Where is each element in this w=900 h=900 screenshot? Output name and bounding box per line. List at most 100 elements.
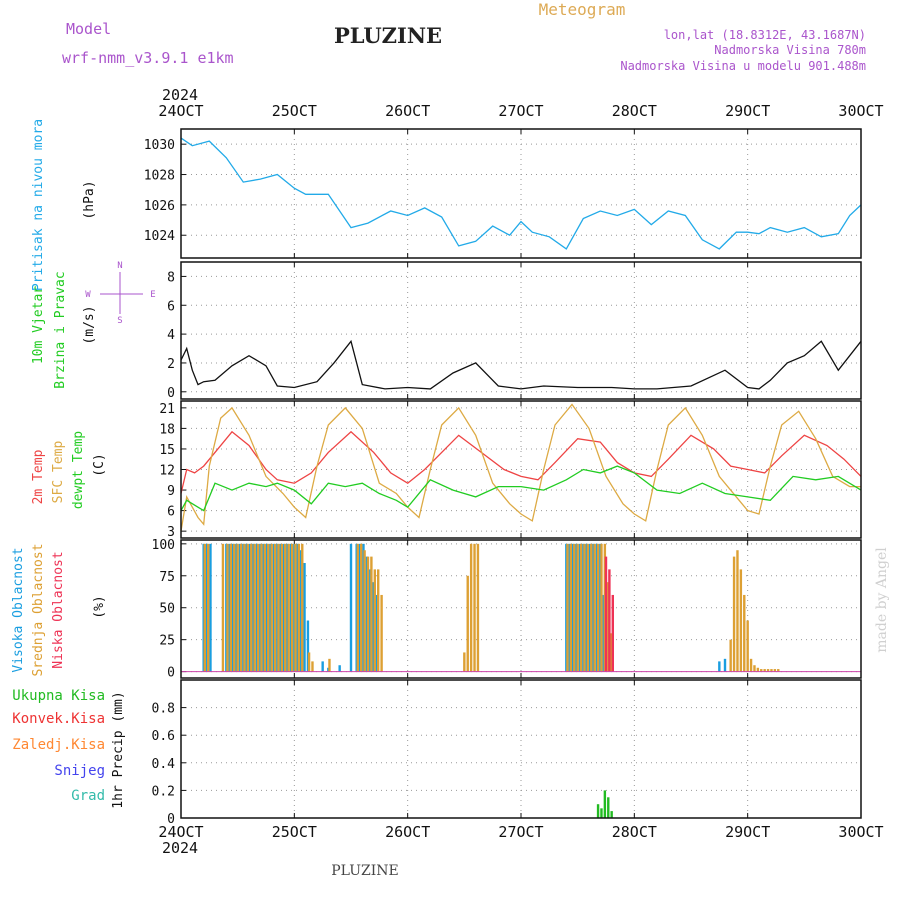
bar	[610, 811, 613, 818]
station-title: PLUZINE	[334, 23, 442, 48]
bar	[270, 543, 273, 672]
temp-unit: (C)	[92, 453, 107, 476]
time-tick-label: 29OCT	[725, 823, 770, 841]
bar	[203, 543, 206, 672]
bar	[321, 661, 324, 672]
bar	[250, 543, 253, 672]
compass-west: W	[85, 290, 91, 300]
y-tick-label: 0	[167, 812, 175, 827]
bar	[583, 543, 586, 672]
bar	[377, 569, 380, 672]
bar	[596, 543, 600, 672]
y-tick-label: 1028	[144, 169, 175, 184]
bar	[229, 543, 233, 672]
y-tick-label: 6	[167, 299, 175, 314]
wind-compass-icon: N E S W	[85, 261, 155, 326]
year-label-top: 2024	[162, 86, 198, 104]
bar	[209, 543, 212, 672]
bar	[770, 669, 773, 672]
bar	[366, 556, 370, 672]
bar	[600, 543, 603, 672]
series-line	[180, 137, 862, 250]
cloudiness-panel: 0 25 50 75 100	[152, 538, 862, 681]
bar	[732, 556, 736, 672]
year-label-bottom: 2024	[162, 839, 198, 857]
bar	[207, 543, 210, 672]
bar	[303, 563, 306, 672]
temperature-panel: 3 6 9 12 15 18 21	[159, 400, 862, 540]
y-tick-label: 1026	[144, 199, 175, 214]
bar	[243, 543, 246, 672]
bar	[328, 658, 331, 672]
bar	[773, 669, 777, 672]
panel-frame	[180, 400, 862, 539]
bar	[294, 543, 297, 672]
y-tick-label: 6	[167, 505, 175, 520]
bar	[739, 569, 743, 672]
panels: 1024102610281030024683691215182102550751…	[144, 128, 862, 827]
bar	[246, 543, 250, 672]
bar	[469, 543, 473, 672]
bar	[476, 543, 480, 672]
cloud-ylabel-2: Srednja Oblacnost	[31, 543, 46, 676]
footer-station: PLUZINE	[331, 863, 398, 879]
bar	[277, 543, 280, 672]
bar	[307, 652, 311, 672]
series-line	[180, 403, 861, 532]
y-tick-label: 18	[159, 422, 175, 437]
bar	[729, 639, 732, 672]
series-line	[180, 339, 862, 390]
bar	[284, 543, 287, 672]
bar	[280, 543, 284, 672]
model-label: Model	[66, 20, 111, 38]
time-tick-label: 27OCT	[498, 823, 543, 841]
bar	[756, 667, 760, 672]
y-tick-label: 2	[167, 357, 175, 372]
y-tick-label: 4	[167, 328, 175, 343]
bar	[743, 594, 746, 672]
bar	[306, 620, 310, 672]
bar	[718, 661, 721, 672]
bar	[463, 652, 466, 672]
bar	[766, 669, 770, 672]
y-tick-label: 0.8	[152, 702, 175, 717]
pressure-panel: 1024 1026 1028 1030	[144, 128, 862, 259]
bar	[267, 543, 270, 672]
legend-konvek-kisa: Konvek.Kisa	[12, 711, 105, 727]
time-tick-label: 26OCT	[385, 102, 430, 120]
bar	[596, 804, 600, 818]
pressure-unit: (hPa)	[82, 180, 97, 219]
temp-ylabel-1: 2m Temp	[31, 449, 46, 504]
bar	[263, 543, 267, 672]
bar	[370, 556, 373, 672]
time-tick-label: 27OCT	[498, 102, 543, 120]
credit-watermark: made by Angel	[874, 547, 890, 653]
time-tick-label: 28OCT	[612, 102, 657, 120]
bar	[380, 594, 383, 672]
bar	[297, 543, 301, 672]
precipitation-panel: 0 0.2 0.4 0.6 0.8	[152, 679, 862, 827]
series-line	[180, 465, 862, 512]
bar	[260, 543, 263, 672]
lonlat-text: lon,lat (18.8312E, 43.1687N)	[664, 28, 866, 42]
bar	[600, 808, 603, 818]
bar	[233, 543, 236, 672]
legend-ukupna-kisa: Ukupna Kisa	[12, 688, 105, 704]
y-tick-label: 1030	[144, 138, 175, 153]
pressure-ylabel: Pritisak na nivou mora	[31, 119, 46, 291]
bar	[569, 543, 573, 672]
time-tick-label: 25OCT	[272, 102, 317, 120]
bar	[611, 594, 614, 672]
time-tick-label: 28OCT	[612, 823, 657, 841]
bar	[273, 543, 277, 672]
bar	[760, 669, 763, 672]
bar	[356, 543, 359, 672]
bar	[373, 569, 376, 672]
bar	[604, 556, 608, 672]
legend-zaledj-kisa: Zaledj.Kisa	[12, 737, 105, 753]
time-tick-label: 30OCT	[838, 102, 883, 120]
y-tick-label: 0.2	[152, 784, 175, 799]
bar	[590, 543, 593, 672]
meteogram-title: Meteogram	[539, 0, 626, 19]
